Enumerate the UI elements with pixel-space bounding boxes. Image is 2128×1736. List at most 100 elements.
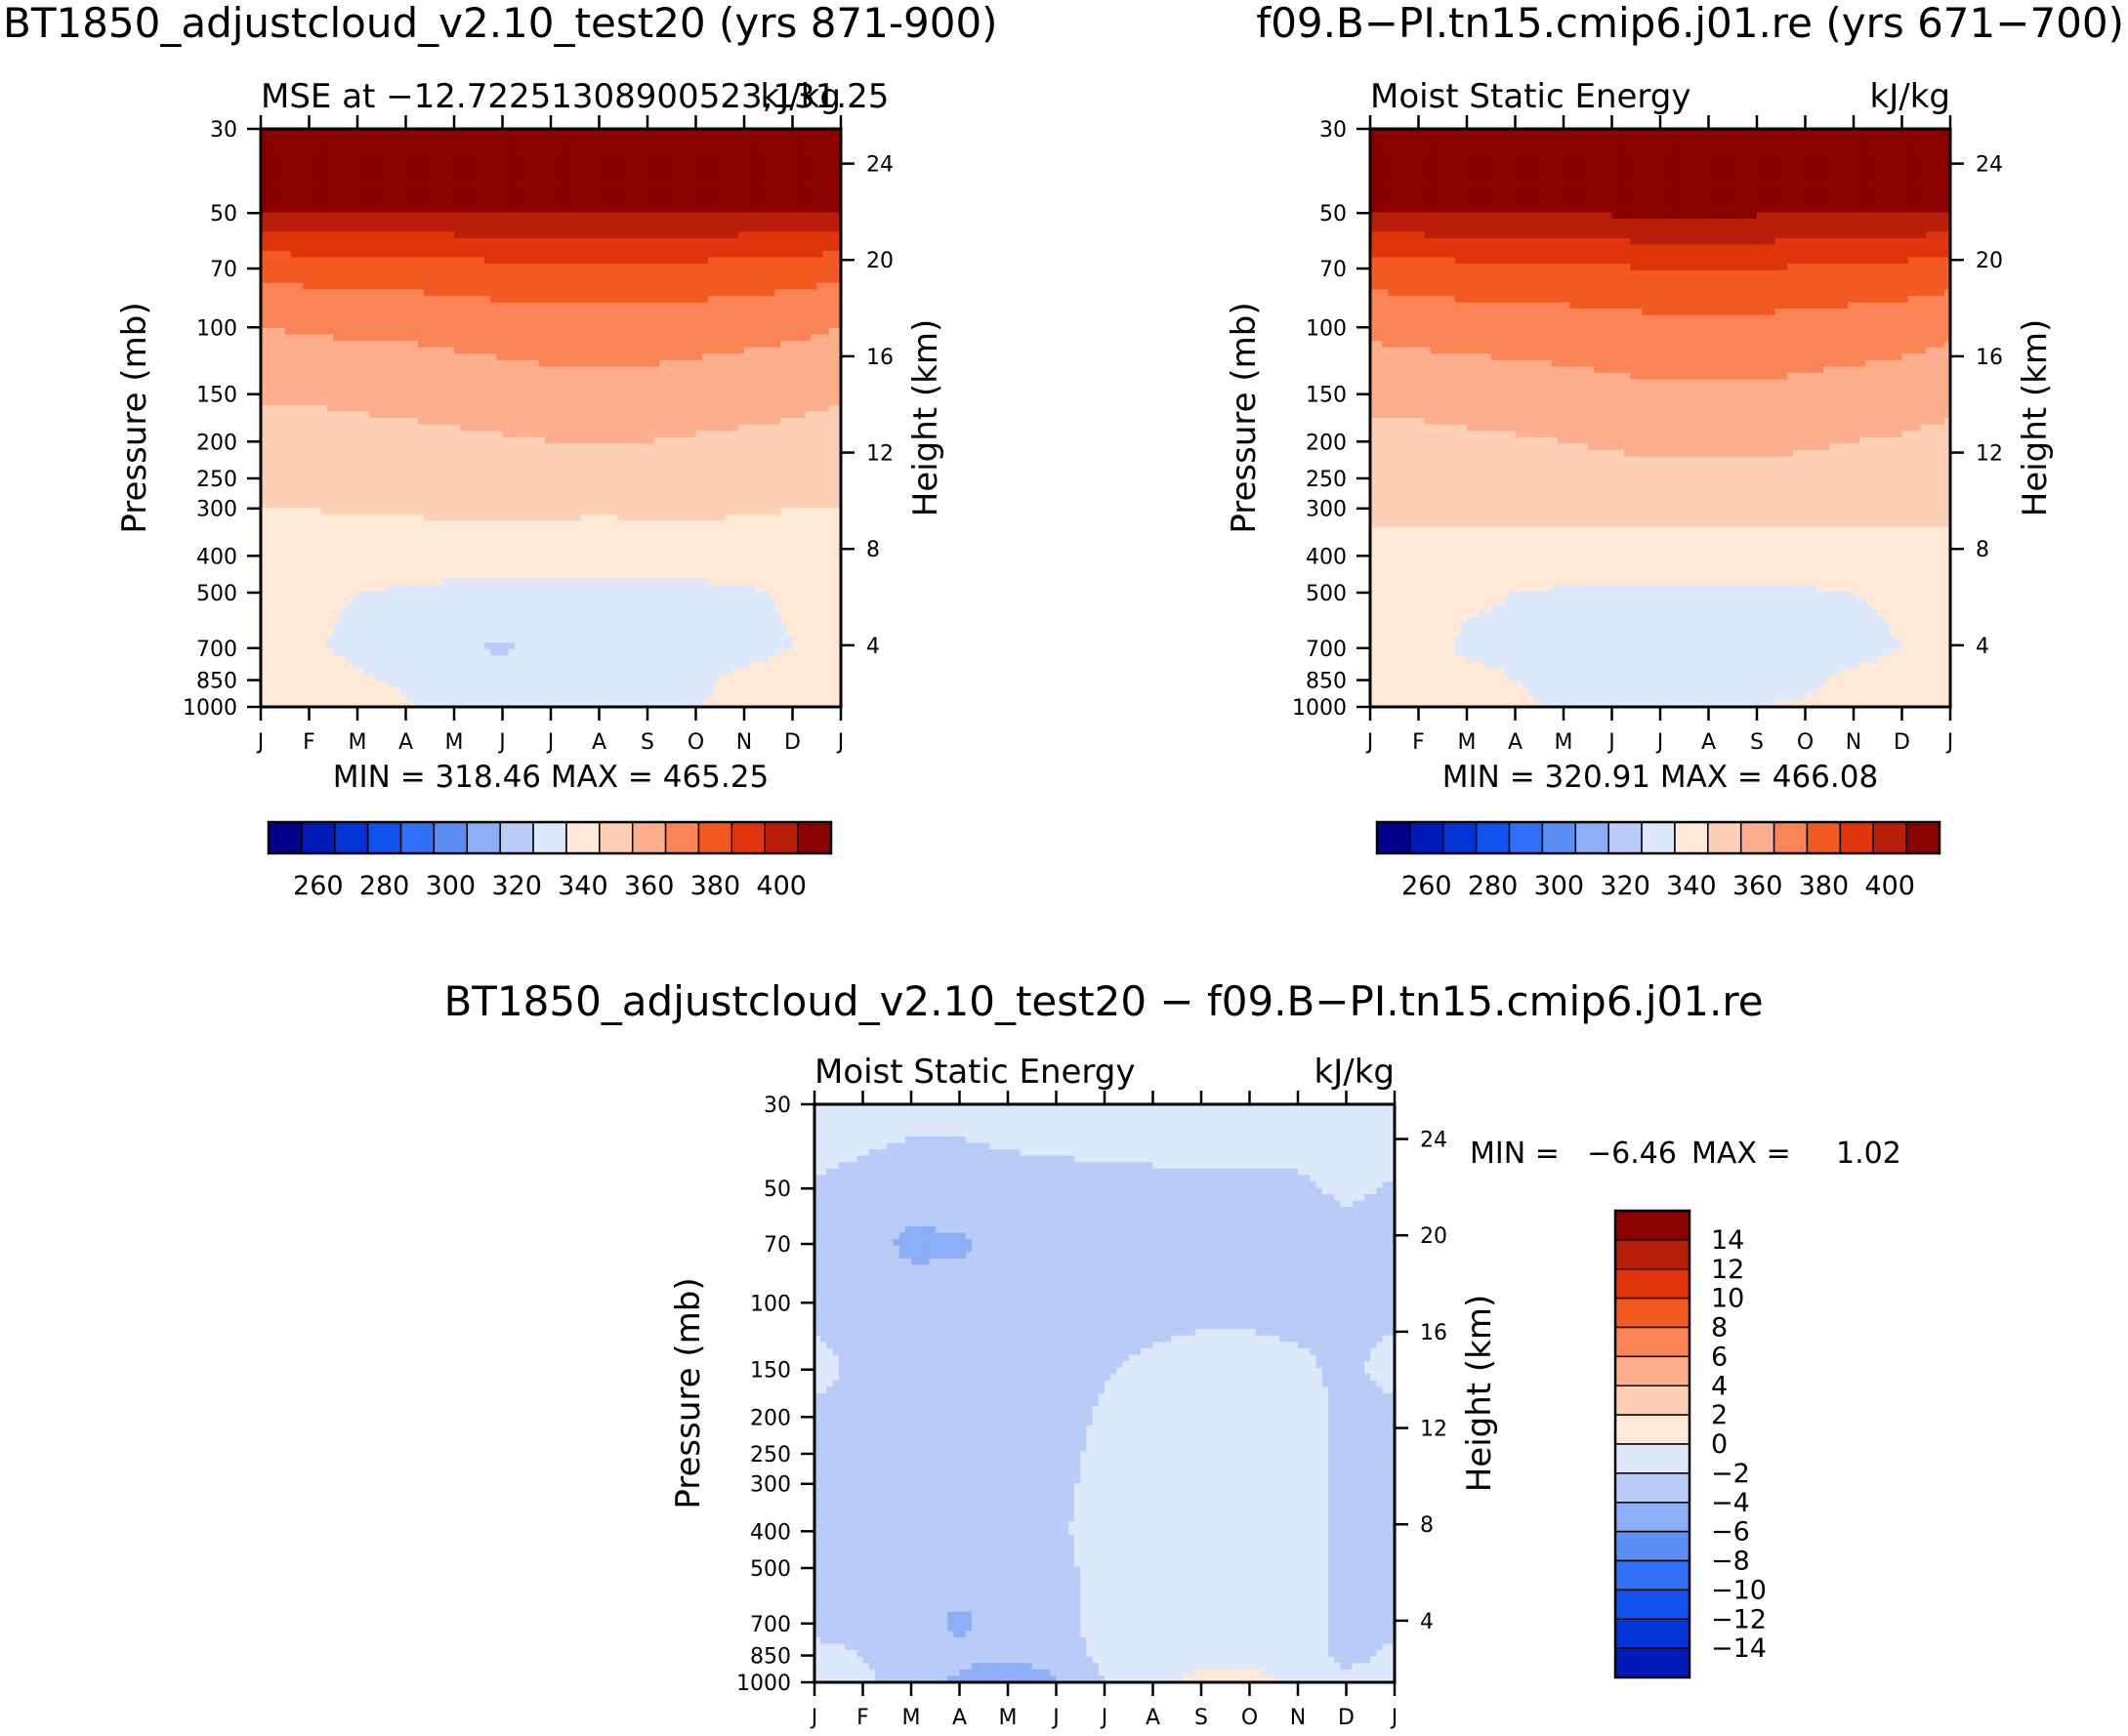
contour-cell (333, 154, 341, 162)
contour-cell (430, 135, 438, 143)
contour-cell (363, 443, 370, 451)
contour-cell (272, 135, 280, 143)
contour-cell (647, 431, 654, 438)
contour-cell (671, 244, 679, 252)
contour-cell (610, 244, 618, 252)
contour-cell (424, 327, 431, 336)
contour-cell (557, 147, 563, 155)
contour-cell (290, 424, 298, 432)
contour-cell (587, 269, 594, 277)
contour-cell (750, 212, 757, 220)
contour-cell (635, 186, 643, 194)
contour-cell (297, 404, 304, 413)
contour-cell (756, 353, 764, 361)
contour-cell (773, 147, 781, 155)
contour-cell (284, 142, 292, 149)
contour-cell (587, 147, 594, 155)
contour-cell (394, 309, 400, 316)
contour-cell (804, 276, 812, 284)
contour-cell (720, 154, 728, 162)
contour-cell (707, 436, 715, 444)
contour-cell (267, 372, 273, 381)
contour-cell (303, 282, 311, 291)
contour-cell (557, 257, 563, 265)
contour-cell (737, 418, 745, 426)
contour-cell (267, 135, 273, 143)
contour-cell (272, 366, 280, 374)
contour-cell (731, 436, 739, 444)
contour-cell (605, 309, 612, 316)
contour-cell (297, 160, 304, 169)
contour-cell (399, 142, 407, 149)
contour-cell (502, 392, 510, 399)
contour-cell (695, 289, 703, 297)
contour-cell (272, 244, 280, 252)
contour-cell (508, 347, 516, 354)
contour-cell (544, 129, 552, 137)
contour-cell (544, 282, 552, 291)
contour-cell (430, 160, 438, 169)
contour-cell (689, 327, 697, 336)
contour-cell (720, 379, 728, 387)
contour-cell (351, 296, 358, 304)
contour-cell (327, 264, 334, 271)
contour-cell (538, 135, 546, 143)
contour-cell (677, 372, 685, 381)
contour-cell (756, 341, 764, 349)
contour-cell (599, 174, 606, 182)
contour-cell (828, 282, 836, 291)
contour-cell (369, 443, 377, 451)
contour-cell (394, 296, 400, 304)
contour-cell (261, 192, 268, 200)
contour-cell (623, 276, 631, 284)
contour-cell (502, 250, 510, 259)
contour-cell (290, 160, 298, 169)
contour-cell (593, 398, 601, 406)
contour-cell (610, 404, 618, 413)
contour-cell (701, 264, 709, 271)
contour-cell (563, 436, 570, 444)
contour-cell (605, 199, 612, 207)
contour-cell (502, 154, 510, 162)
contour-cell (357, 431, 364, 438)
contour-cell (430, 359, 438, 367)
contour-cell (629, 443, 637, 451)
contour-cell (333, 379, 341, 387)
contour-cell (267, 237, 273, 245)
contour-cell (659, 309, 667, 316)
contour-cell (551, 147, 558, 155)
contour-cell (665, 174, 673, 182)
contour-cell (816, 231, 824, 239)
contour-cell (689, 264, 697, 271)
contour-cell (574, 142, 582, 149)
contour-cell (780, 269, 787, 277)
contour-cell (593, 386, 601, 393)
contour-cell (375, 296, 383, 304)
contour-cell (816, 456, 824, 464)
contour-cell (454, 237, 461, 245)
contour-cell (623, 386, 631, 393)
contour-cell (405, 418, 413, 426)
contour-cell (726, 359, 733, 367)
contour-cell (610, 353, 618, 361)
contour-cell (460, 302, 467, 310)
contour-cell (623, 431, 631, 438)
contour-cell (345, 199, 353, 207)
contour-cell (424, 147, 431, 155)
contour-cell (472, 424, 480, 432)
contour-cell (466, 225, 474, 232)
contour-cell (804, 392, 812, 399)
contour-cell (714, 309, 721, 316)
contour-cell (514, 411, 522, 419)
contour-cell (345, 436, 353, 444)
contour-cell (811, 347, 817, 354)
contour-cell (351, 314, 358, 322)
contour-cell (780, 379, 787, 387)
contour-cell (707, 309, 715, 316)
contour-cell (490, 418, 497, 426)
contour-cell (822, 199, 830, 207)
contour-cell (496, 212, 504, 220)
contour-cell (828, 147, 836, 155)
contour-cell (563, 282, 570, 291)
contour-cell (508, 264, 516, 271)
